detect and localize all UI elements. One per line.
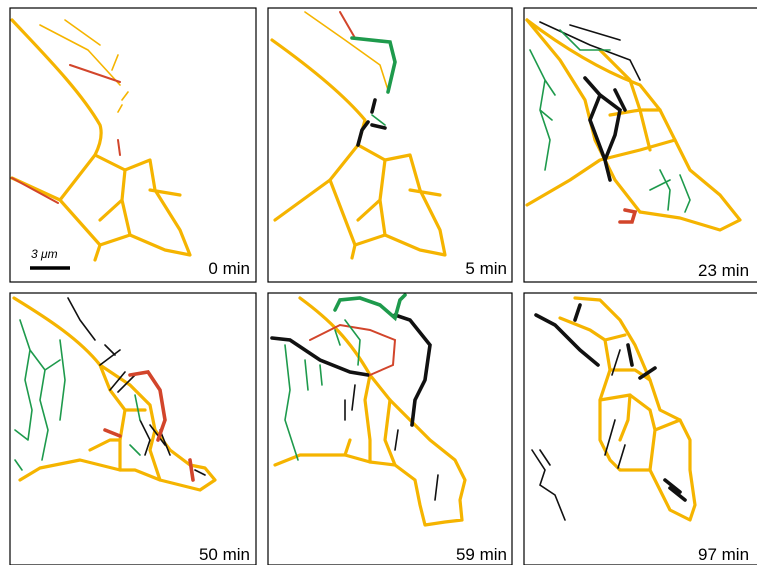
panel-frame: [10, 293, 256, 565]
panel-3: [527, 20, 740, 230]
panel-2: [272, 12, 445, 258]
page: {"panels": [{"label": "0 min"}, {"label"…: [0, 0, 757, 565]
scale-bar-label: 3 μm: [31, 247, 58, 261]
panel-frame: [524, 293, 757, 565]
panel-frame: [524, 8, 757, 282]
panel-4: [14, 298, 215, 490]
panel-5: [272, 295, 465, 525]
time-label: 5 min: [465, 259, 507, 278]
time-label: 0 min: [208, 259, 250, 278]
time-label: 50 min: [199, 545, 250, 564]
time-label: 59 min: [456, 545, 507, 564]
panel-frame: [268, 293, 512, 565]
time-label: 23 min: [698, 261, 749, 280]
time-label: 97 min: [698, 545, 749, 564]
panel-frame: [10, 8, 256, 282]
panel-1: 3 μm: [12, 20, 190, 268]
panel-6: [532, 298, 695, 520]
figure: 3 μm 0 min 5 min 23 min 50 min: [0, 0, 757, 565]
